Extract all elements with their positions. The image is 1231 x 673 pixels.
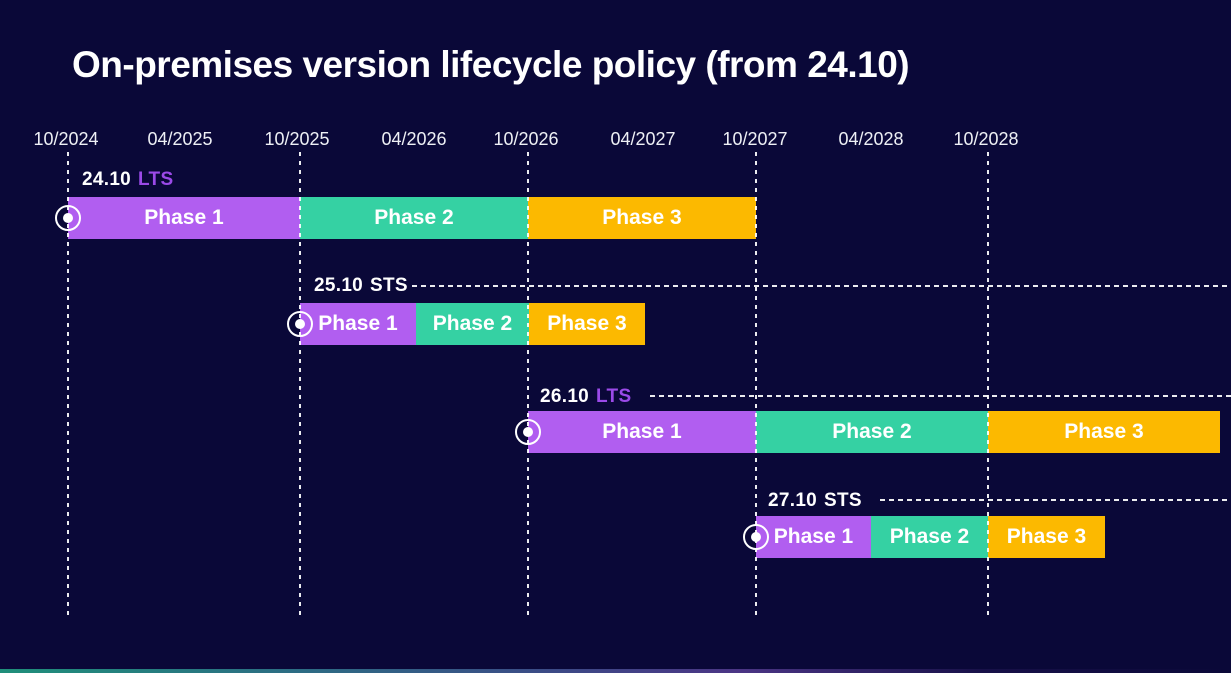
- version-text: 27.10: [768, 490, 818, 511]
- gridline-10-2025: [299, 152, 301, 615]
- bar-24-10-phase-2: Phase 2: [300, 197, 528, 239]
- bottom-gradient-strip: [0, 669, 1231, 673]
- axis-tick-04-2028: 04/2028: [838, 129, 904, 149]
- release-start-marker-icon: [515, 419, 541, 445]
- row-guide-dashes-27-10: [880, 499, 1231, 501]
- bar-25-10-phase-3: Phase 3: [529, 303, 645, 345]
- gridline-10-2024: [67, 152, 69, 615]
- bar-25-10-phase-2: Phase 2: [416, 303, 529, 345]
- bar-27-10-phase-2: Phase 2: [871, 516, 988, 558]
- bar-24-10-phase-3: Phase 3: [528, 197, 756, 239]
- bar-27-10-phase-3: Phase 3: [988, 516, 1105, 558]
- axis-tick-10-2026: 10/2026: [493, 129, 559, 149]
- row-label-24-10: 24.10 LTS: [82, 169, 173, 191]
- axis-tick-04-2026: 04/2026: [381, 129, 447, 149]
- bar-26-10-phase-2: Phase 2: [756, 411, 988, 453]
- bar-26-10-phase-3: Phase 3: [988, 411, 1220, 453]
- axis-tick-10-2024: 10/2024: [33, 129, 99, 149]
- axis-tick-10-2028: 10/2028: [953, 129, 1019, 149]
- row-label-26-10: 26.10 LTS: [540, 386, 631, 408]
- axis-tick-04-2027: 04/2027: [610, 129, 676, 149]
- gridline-10-2028: [987, 152, 989, 615]
- gridline-10-2026: [527, 152, 529, 615]
- version-text: 24.10: [82, 169, 132, 190]
- gridline-10-2027: [755, 152, 757, 615]
- channel-badge: LTS: [596, 386, 632, 407]
- bar-25-10-phase-1: Phase 1: [300, 303, 416, 345]
- channel-badge: STS: [370, 275, 408, 296]
- version-text: 25.10: [314, 275, 364, 296]
- bar-26-10-phase-1: Phase 1: [528, 411, 756, 453]
- axis-tick-10-2025: 10/2025: [264, 129, 330, 149]
- row-guide-dashes-26-10: [650, 395, 1231, 397]
- bar-27-10-phase-1: Phase 1: [756, 516, 871, 558]
- row-guide-dashes-25-10: [412, 285, 1231, 287]
- row-label-25-10: 25.10 STS: [314, 275, 408, 297]
- release-start-marker-icon: [743, 524, 769, 550]
- row-label-27-10: 27.10 STS: [768, 490, 862, 512]
- bar-24-10-phase-1: Phase 1: [68, 197, 300, 239]
- channel-badge: LTS: [138, 169, 174, 190]
- axis-tick-04-2025: 04/2025: [147, 129, 213, 149]
- axis-tick-10-2027: 10/2027: [722, 129, 788, 149]
- release-start-marker-icon: [287, 311, 313, 337]
- release-start-marker-icon: [55, 205, 81, 231]
- channel-badge: STS: [824, 490, 862, 511]
- version-text: 26.10: [540, 386, 590, 407]
- page-title: On-premises version lifecycle policy (fr…: [72, 44, 910, 85]
